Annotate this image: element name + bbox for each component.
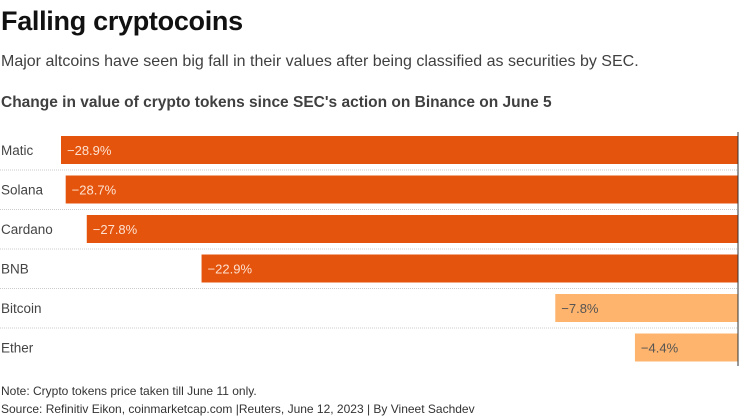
data-label: −28.9% [67,143,112,158]
data-label: −28.7% [72,183,117,198]
bar-bitcoin [555,294,738,322]
bar-matic [61,136,738,164]
note: Note: Crypto tokens price taken till Jun… [1,384,257,398]
category-label: BNB [1,262,29,277]
subtitle: Major altcoins have seen big fall in the… [1,53,639,70]
data-label: −7.8% [561,301,599,316]
category-label: Bitcoin [1,301,42,316]
chart-title: Change in value of crypto tokens since S… [1,94,552,111]
bar-ether [634,333,738,362]
bar-cardano [86,215,738,243]
data-label: −22.9% [208,262,253,277]
category-label: Cardano [1,222,53,237]
data-label: −4.4% [641,341,679,356]
page-title: Falling cryptocoins [1,6,243,36]
source: Source: Refinitiv Eikon, coinmarketcap.c… [1,402,475,416]
category-label: Matic [1,143,34,158]
category-label: Solana [1,183,44,198]
data-label: −27.8% [93,222,138,237]
bar-solana [65,175,738,204]
category-label: Ether [1,341,34,356]
bar-bnb [201,254,738,283]
